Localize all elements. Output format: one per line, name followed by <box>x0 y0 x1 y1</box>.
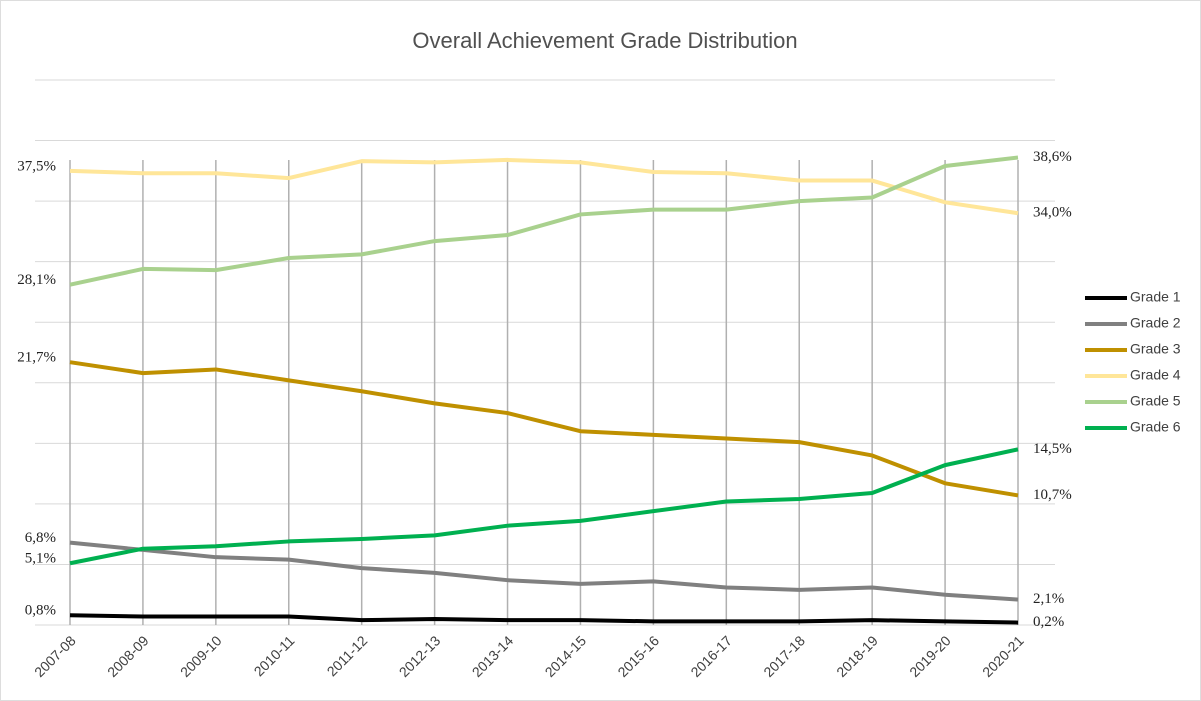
data-label: 34,0% <box>1033 205 1072 221</box>
data-label: 10,7% <box>1033 487 1072 503</box>
data-label: 28,1% <box>17 272 56 288</box>
data-label: 14,5% <box>1033 441 1072 457</box>
data-label: 0,2% <box>1033 614 1064 630</box>
series-line <box>69 540 1019 602</box>
data-label: 6,8% <box>25 530 56 546</box>
legend-label: Grade 2 <box>1130 315 1181 331</box>
legend-label: Grade 3 <box>1130 341 1181 357</box>
data-label: 0,8% <box>25 603 56 619</box>
legend-label: Grade 6 <box>1130 419 1181 435</box>
legend-label: Grade 4 <box>1130 367 1181 383</box>
data-label: 21,7% <box>17 350 56 366</box>
data-label: 38,6% <box>1033 149 1072 165</box>
series-line <box>69 157 1019 216</box>
series-line <box>69 613 1019 625</box>
legend-label: Grade 5 <box>1130 393 1181 409</box>
series-line <box>69 155 1019 287</box>
data-label: 37,5% <box>17 158 56 174</box>
data-label: 2,1% <box>1033 591 1064 607</box>
data-label: 5,1% <box>25 551 56 567</box>
legend-label: Grade 1 <box>1130 289 1181 305</box>
series-line <box>69 360 1019 498</box>
chart-title: Overall Achievement Grade Distribution <box>412 28 797 53</box>
series-line <box>69 447 1019 566</box>
